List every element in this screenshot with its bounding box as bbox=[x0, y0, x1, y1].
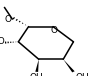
Text: HO: HO bbox=[0, 37, 5, 46]
Text: OH: OH bbox=[30, 73, 44, 76]
Polygon shape bbox=[35, 59, 39, 72]
Text: O: O bbox=[50, 26, 57, 35]
Text: O: O bbox=[4, 15, 11, 23]
Polygon shape bbox=[63, 59, 75, 72]
Text: OH: OH bbox=[75, 73, 89, 76]
